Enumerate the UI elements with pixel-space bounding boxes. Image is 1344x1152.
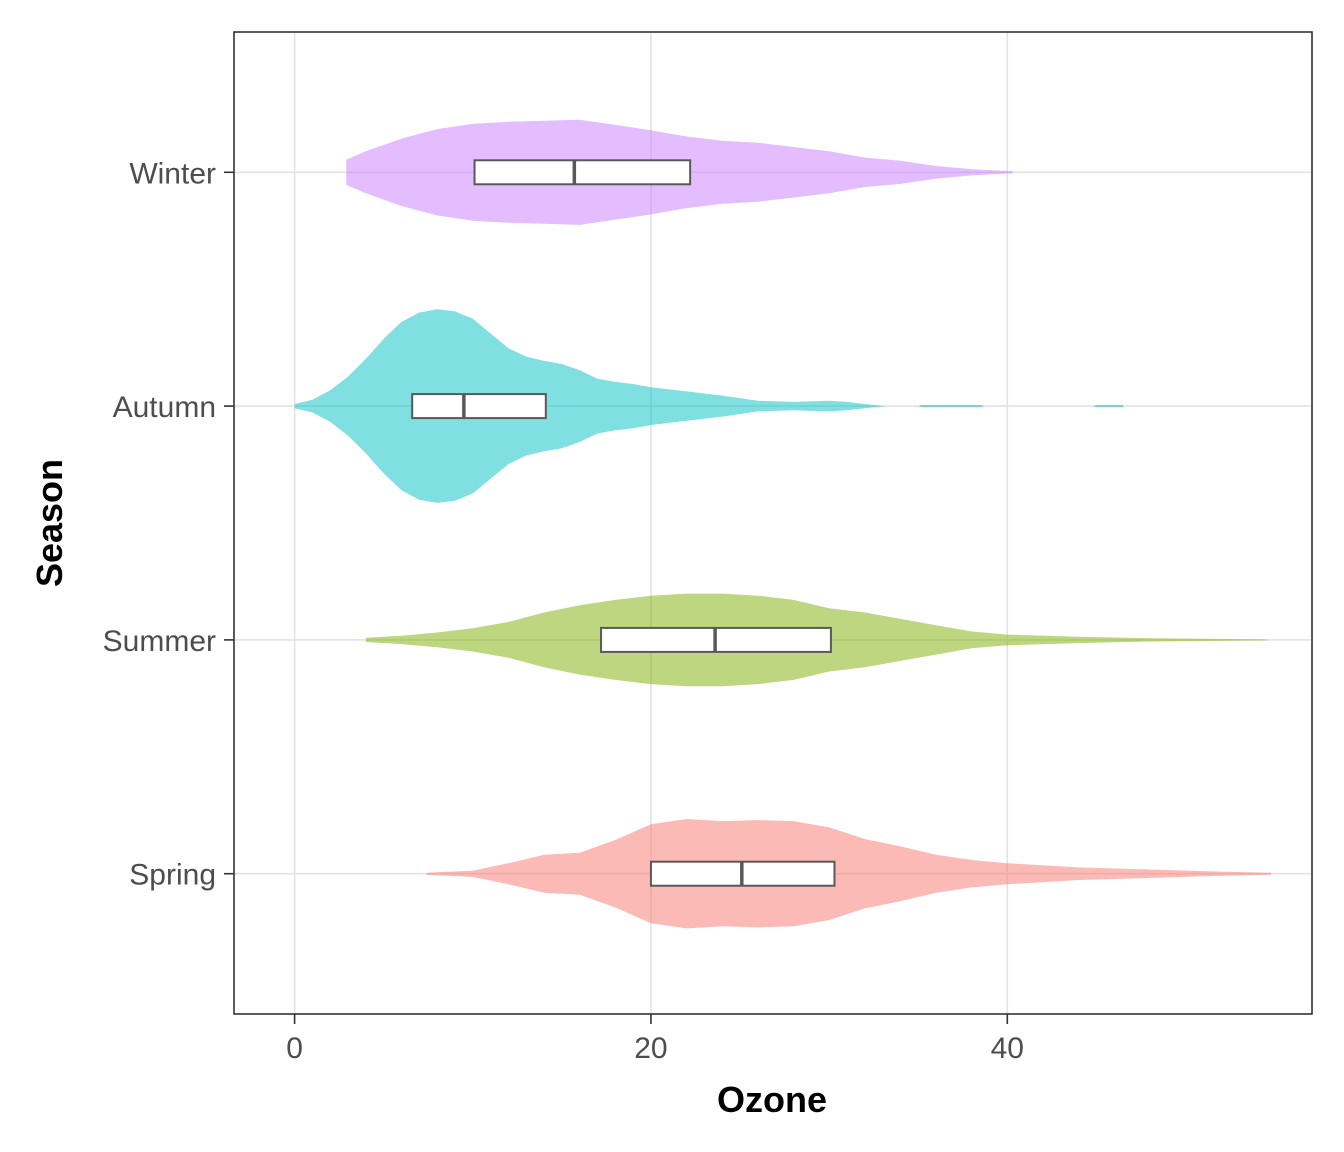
- violin-autumn: [294, 309, 1124, 503]
- y-axis-title: Season: [29, 459, 70, 587]
- y-tick-label-spring: Spring: [129, 859, 216, 892]
- x-tick-label: 40: [991, 1032, 1024, 1065]
- x-axis: 0 20 40: [286, 1014, 1024, 1065]
- y-tick-label-autumn: Autumn: [113, 391, 216, 424]
- violin-spring: [426, 819, 1271, 929]
- x-tick-label: 0: [286, 1032, 303, 1065]
- x-axis-title: Ozone: [717, 1079, 827, 1120]
- y-axis: Spring Summer Autumn Winter: [103, 157, 234, 892]
- x-tick-label: 20: [634, 1032, 667, 1065]
- box-winter: [473, 159, 692, 186]
- box-layer: [411, 159, 836, 887]
- y-tick-label-summer: Summer: [103, 625, 216, 658]
- y-tick-label-winter: Winter: [129, 157, 216, 190]
- box-autumn: [411, 393, 547, 420]
- panel-border: [233, 31, 1313, 1015]
